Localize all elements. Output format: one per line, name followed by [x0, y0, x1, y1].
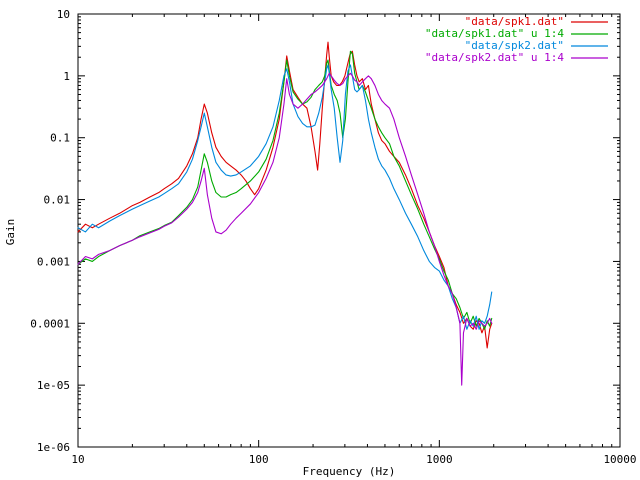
- series-line-4: [77, 72, 493, 386]
- y-tick-label: 0.1: [50, 132, 70, 145]
- legend-label-4: "data/spk2.dat" u 1:4: [425, 51, 564, 64]
- y-tick-label: 0.0001: [30, 317, 70, 330]
- x-tick-label: 10000: [603, 453, 636, 466]
- x-tick-label: 100: [249, 453, 269, 466]
- series-line-1: [77, 41, 493, 349]
- x-tick-label: 1000: [426, 453, 453, 466]
- series-line-3: [77, 64, 493, 330]
- x-tick-label: 10: [71, 453, 84, 466]
- legend-label-2: "data/spk1.dat" u 1:4: [425, 27, 564, 40]
- y-tick-label: 0.001: [37, 255, 70, 268]
- y-axis-label: Gain: [4, 219, 17, 246]
- y-tick-label: 1e-05: [37, 379, 70, 392]
- legend-label-1: "data/spk1.dat": [465, 15, 564, 28]
- tick-labels-group: 10 100 1000 10000 10 1 0.1 0.01 0.001 0.0001 1e-05…: [30, 8, 636, 466]
- x-axis-label: Frequency (Hz): [303, 465, 396, 478]
- y-tick-label: 0.01: [44, 194, 71, 207]
- y-tick-label: 1: [63, 70, 70, 83]
- series-group: [77, 41, 493, 386]
- legend: "data/spk1.dat""data/spk1.dat" u 1:4"dat…: [425, 15, 608, 64]
- y-tick-label: 1e-06: [37, 441, 70, 454]
- y-tick-label: 10: [57, 8, 70, 21]
- plot-area-frame: [77, 13, 621, 448]
- legend-label-3: "data/spk2.dat": [465, 39, 564, 52]
